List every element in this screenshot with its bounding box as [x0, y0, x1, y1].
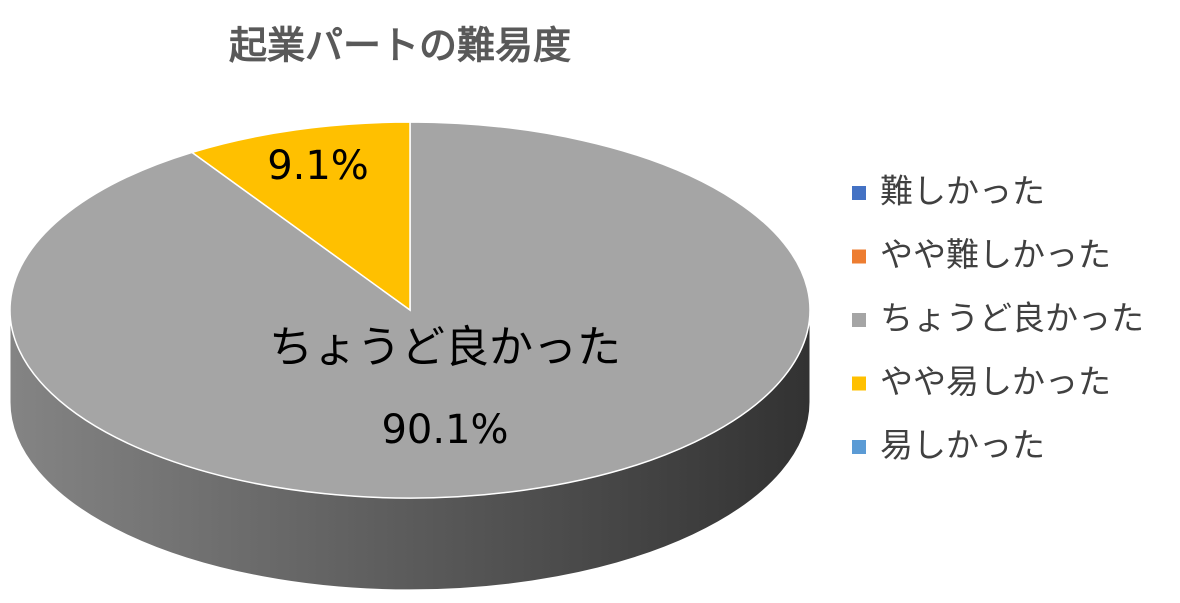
legend-swatch [852, 440, 866, 454]
data-label: 9.1% [267, 143, 369, 189]
data-label: 90.1% [381, 407, 508, 453]
legend-label: 易しかった [880, 426, 1045, 465]
pie-slice [9, 121, 811, 499]
legend-label: ちょうど良かった [880, 299, 1144, 338]
legend-swatch [852, 249, 866, 264]
legend-swatch [852, 313, 866, 327]
chart-title: 起業パートの難易度 [229, 24, 571, 68]
legend-swatch [852, 186, 866, 200]
legend-label: やや易しかった [880, 362, 1111, 401]
pie-slice [190, 121, 411, 312]
legend-label: やや難しかった [880, 235, 1111, 274]
slice-category-label: ちょうど良かった [269, 322, 621, 373]
legend-swatch [852, 376, 866, 391]
data-labels: 9.1% ちょうど良かった 90.1% [267, 143, 621, 453]
legend-label: 難しかった [880, 172, 1045, 211]
pie-top [9, 121, 811, 499]
